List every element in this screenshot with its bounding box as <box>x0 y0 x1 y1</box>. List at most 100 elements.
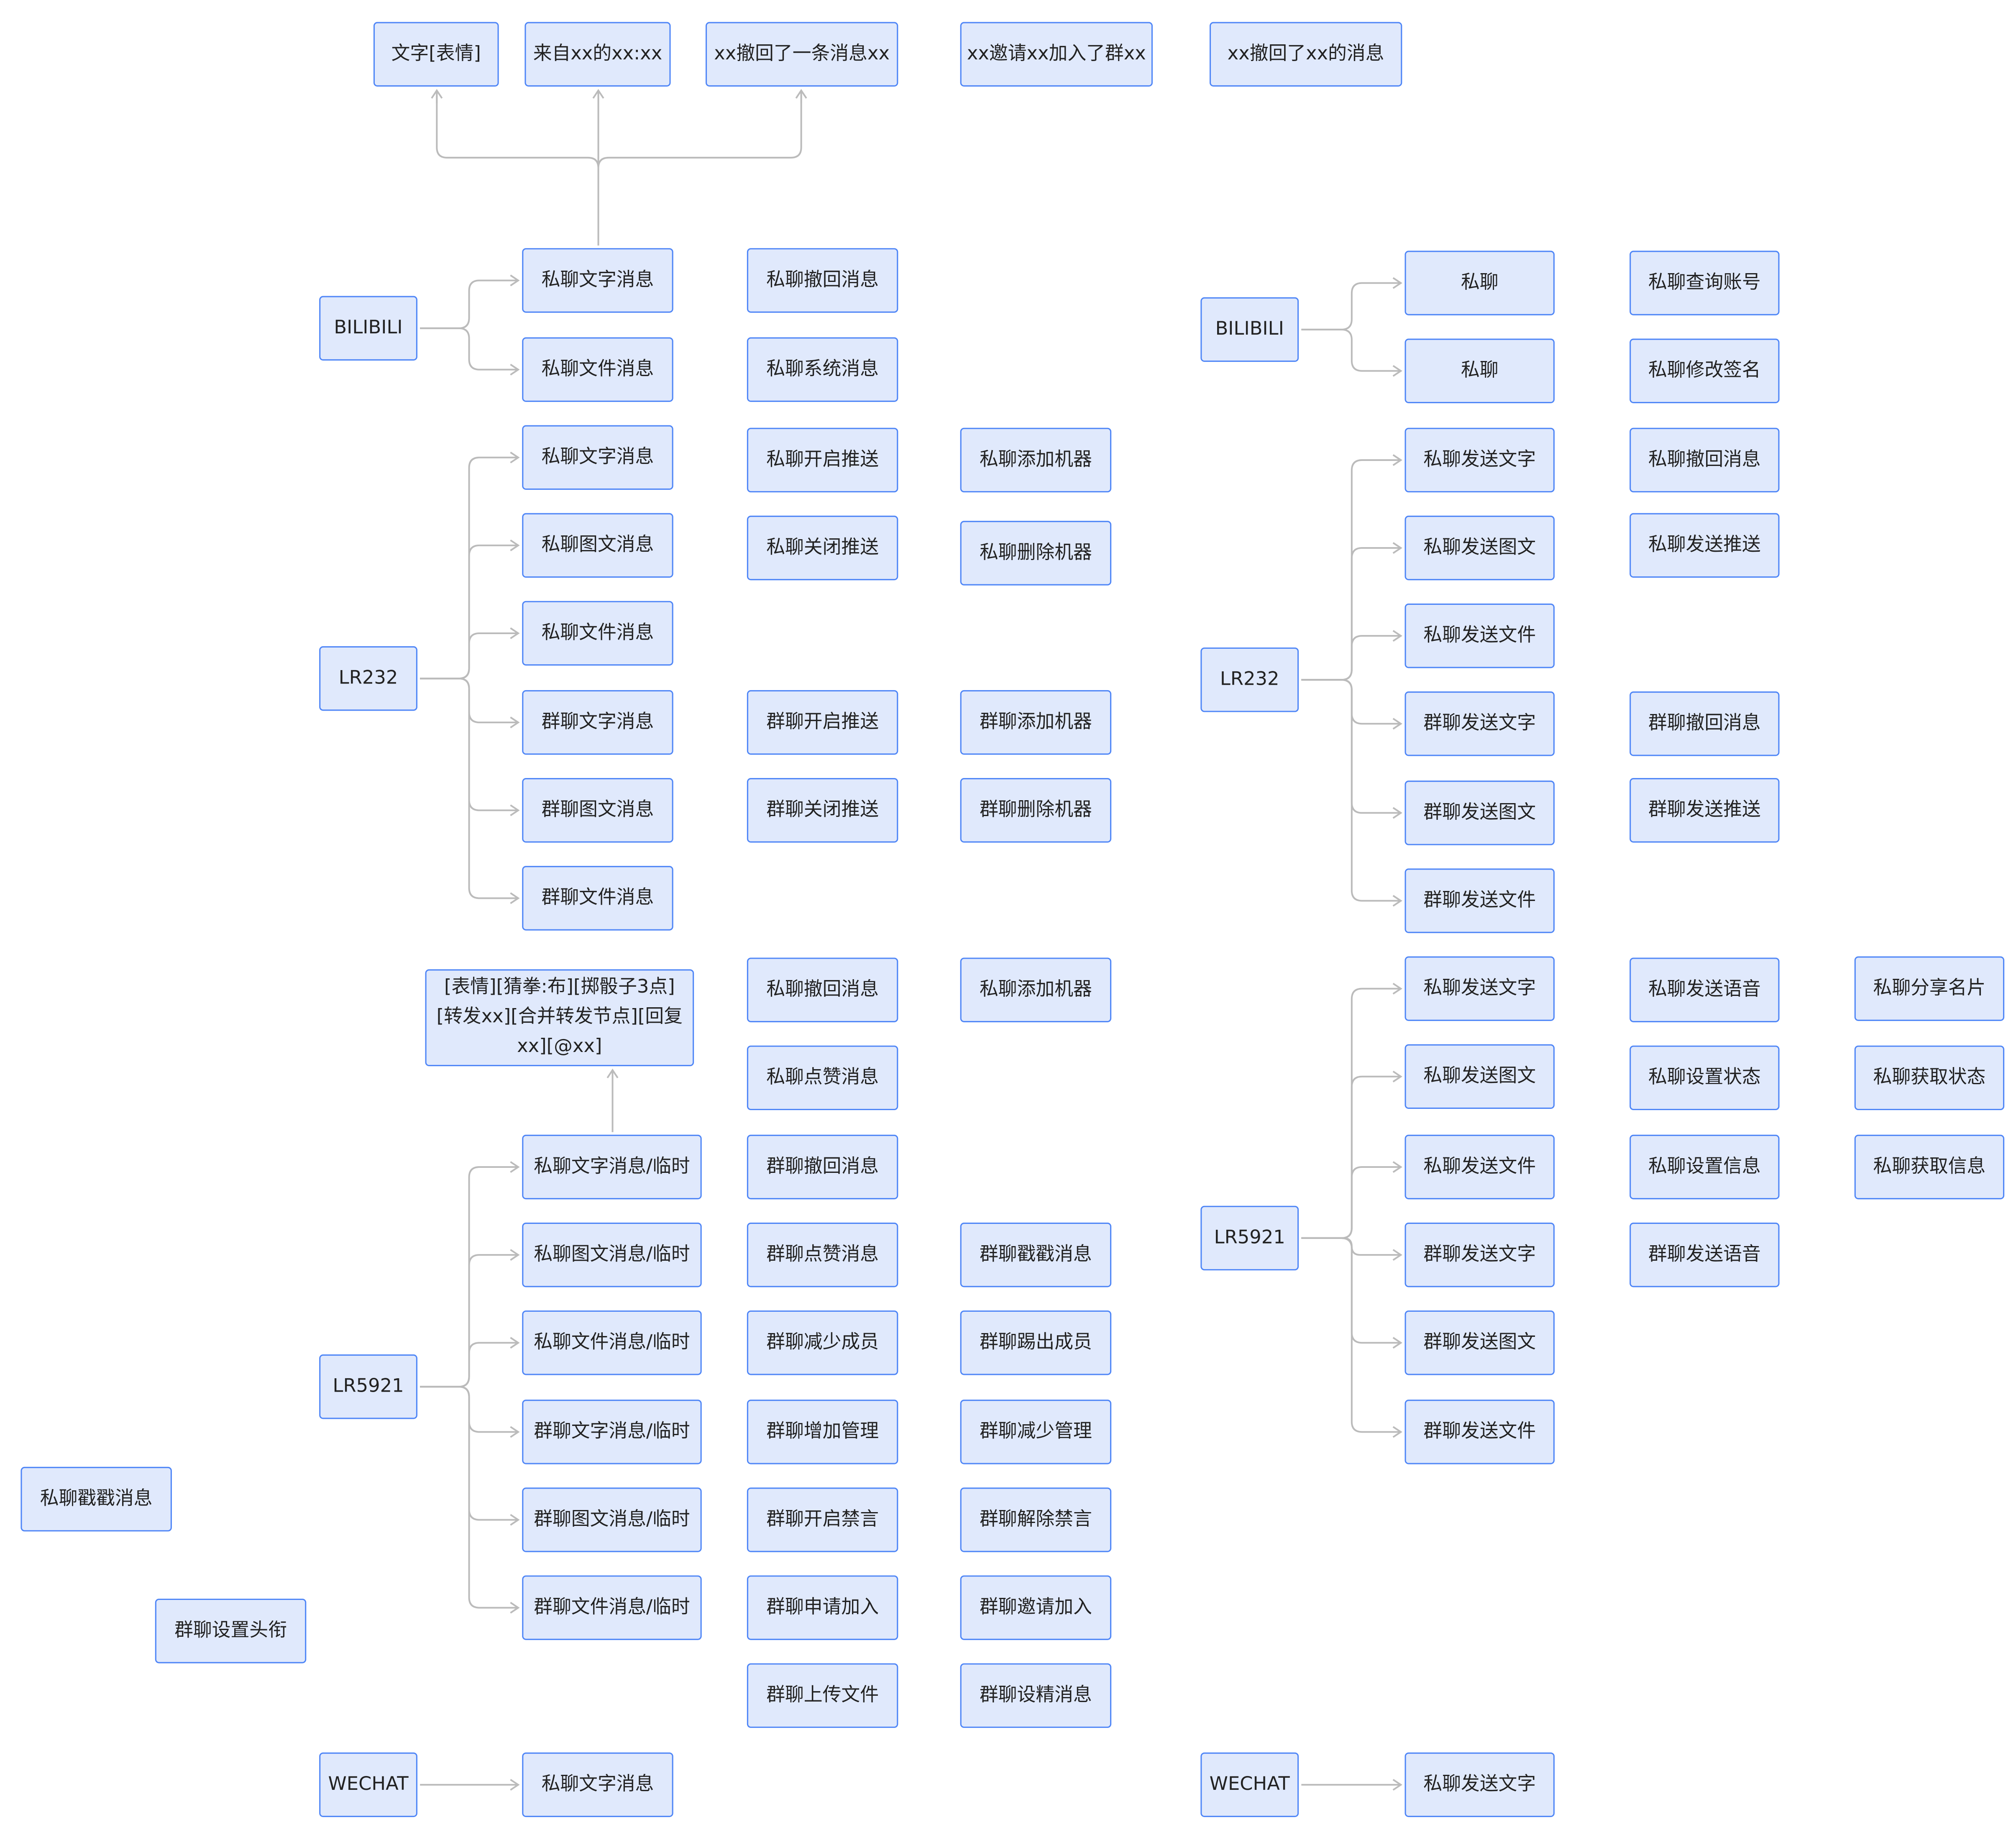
diagram-node: 群聊撤回消息 <box>1630 691 1780 756</box>
diagram-node: 群聊戳戳消息 <box>960 1222 1112 1287</box>
diagram-node: 群聊发送推送 <box>1630 778 1780 843</box>
diagram-node: LR232 <box>319 646 417 711</box>
diagram-node: 私聊发送文字 <box>1405 956 1555 1021</box>
diagram-node: 私聊分享名片 <box>1854 956 2005 1021</box>
arrow-head-icon <box>510 1161 520 1173</box>
arrow-head-icon <box>1392 365 1402 377</box>
connector-edge <box>1301 1237 1401 1433</box>
diagram-node: 私聊文字消息/临时 <box>522 1134 702 1200</box>
diagram-node: 私聊查询账号 <box>1630 251 1780 315</box>
diagram-node: 私聊关闭推送 <box>747 515 898 581</box>
diagram-node: 群聊开启禁言 <box>747 1487 898 1552</box>
arrow-head-icon <box>1392 718 1402 730</box>
arrow-head-icon <box>510 1337 520 1349</box>
arrow-head-icon <box>510 1426 520 1438</box>
diagram-node: 私聊撤回消息 <box>747 248 898 313</box>
arrow-head-icon <box>510 451 520 463</box>
diagram-node: 群聊撤回消息 <box>747 1134 898 1200</box>
diagram-node: 私聊文件消息 <box>522 337 673 402</box>
diagram-node: 群聊文字消息 <box>522 690 673 755</box>
diagram-node: 群聊删除机器 <box>960 778 1112 843</box>
diagram-node: BILIBILI <box>1200 297 1299 362</box>
diagram-node: 私聊发送文件 <box>1405 603 1555 668</box>
diagram-node: xx撤回了xx的消息 <box>1209 22 1402 87</box>
arrow-head-icon <box>1392 277 1402 289</box>
diagram-node: 群聊图文消息 <box>522 778 673 843</box>
connector-edge <box>420 1342 518 1388</box>
arrow-head-icon <box>431 89 443 99</box>
diagram-node: 群聊发送图文 <box>1405 1310 1555 1375</box>
diagram-node: 私聊添加机器 <box>960 427 1112 493</box>
diagram-node: 群聊点赞消息 <box>747 1222 898 1287</box>
arrow-head-icon <box>510 892 520 904</box>
diagram-node: 私聊修改签名 <box>1630 338 1780 403</box>
diagram-node: 私聊图文消息/临时 <box>522 1222 702 1287</box>
diagram-node: 群聊设置头衔 <box>155 1598 307 1664</box>
diagram-node: 群聊开启推送 <box>747 690 898 755</box>
diagram-node: 群聊文字消息/临时 <box>522 1400 702 1464</box>
connector-edge <box>420 678 518 899</box>
arrow-head-icon <box>510 717 520 729</box>
connector-edge <box>420 327 518 371</box>
diagram-node: 私聊点赞消息 <box>747 1045 898 1111</box>
connector-edge <box>597 90 802 168</box>
diagram-node: 私聊发送图文 <box>1405 515 1555 581</box>
diagram-node: 群聊文件消息 <box>522 866 673 931</box>
diagram-node: 私聊文字消息 <box>522 1752 673 1817</box>
diagram-node: 私聊开启推送 <box>747 427 898 493</box>
diagram-node: 群聊踢出成员 <box>960 1310 1112 1375</box>
diagram-node: [表情][猜拳:布][掷骰子3点][转发xx][合并转发节点][回复xx][@x… <box>425 969 694 1067</box>
connector-edge <box>436 90 599 168</box>
arrow-head-icon <box>1392 1779 1402 1791</box>
diagram-node: 群聊减少管理 <box>960 1400 1112 1464</box>
diagram-node: 私聊图文消息 <box>522 513 673 578</box>
diagram-node: 私聊添加机器 <box>960 957 1112 1022</box>
connector-edge <box>1301 282 1401 330</box>
connector-edge <box>420 279 518 329</box>
diagram-node: BILIBILI <box>319 296 417 361</box>
diagram-node: 群聊发送文件 <box>1405 1400 1555 1464</box>
diagram-node: 私聊发送文字 <box>1405 1752 1555 1817</box>
arrow-head-icon <box>510 1602 520 1614</box>
diagram-node: xx邀请xx加入了群xx <box>960 22 1153 87</box>
diagram-node: 群聊邀请加入 <box>960 1575 1112 1640</box>
connector-edge <box>420 632 518 680</box>
diagram-node: 私聊戳戳消息 <box>20 1467 172 1532</box>
diagram-node: 私聊获取信息 <box>1854 1134 2005 1200</box>
arrow-head-icon <box>510 804 520 816</box>
connector-edge <box>1301 1166 1401 1239</box>
arrow-head-icon <box>510 1514 520 1526</box>
diagram-node: 群聊发送文字 <box>1405 1222 1555 1287</box>
diagram-node: 私聊 <box>1405 251 1555 315</box>
diagram-node: 私聊撤回消息 <box>747 957 898 1022</box>
diagram-node: 私聊文件消息/临时 <box>522 1310 702 1375</box>
arrow-head-icon <box>795 89 807 99</box>
diagram-node: xx撤回了一条消息xx <box>705 22 898 87</box>
diagram-node: 群聊发送文件 <box>1405 868 1555 933</box>
diagram-node: 私聊文字消息 <box>522 248 673 313</box>
diagram-node: 私聊发送文件 <box>1405 1134 1555 1200</box>
arrow-head-icon <box>510 1249 520 1261</box>
arrow-head-icon <box>1392 1337 1402 1349</box>
arrow-head-icon <box>510 627 520 639</box>
diagram-node: 私聊发送语音 <box>1630 957 1780 1022</box>
diagram-node: 私聊删除机器 <box>960 521 1112 586</box>
diagram-node: 私聊撤回消息 <box>1630 427 1780 493</box>
diagram-node: 来自xx的xx:xx <box>524 22 671 87</box>
diagram-node: 群聊增加管理 <box>747 1400 898 1464</box>
diagram-node: 群聊设精消息 <box>960 1663 1112 1728</box>
diagram-node: WECHAT <box>1200 1752 1299 1817</box>
diagram-node: 私聊文字消息 <box>522 425 673 490</box>
arrow-head-icon <box>1392 630 1402 642</box>
arrow-head-icon <box>606 1068 619 1078</box>
diagram-node: 私聊设置信息 <box>1630 1134 1780 1200</box>
diagram-node: 私聊系统消息 <box>747 337 898 402</box>
diagram-node: 群聊图文消息/临时 <box>522 1487 702 1552</box>
connector-edge <box>1301 679 1401 902</box>
diagram-node: LR232 <box>1200 647 1299 712</box>
diagram-node: 私聊 <box>1405 338 1555 403</box>
diagram-node: 私聊文件消息 <box>522 601 673 666</box>
diagram-node: 私聊发送文字 <box>1405 427 1555 493</box>
diagram-node: 群聊申请加入 <box>747 1575 898 1640</box>
arrow-head-icon <box>510 1779 520 1791</box>
